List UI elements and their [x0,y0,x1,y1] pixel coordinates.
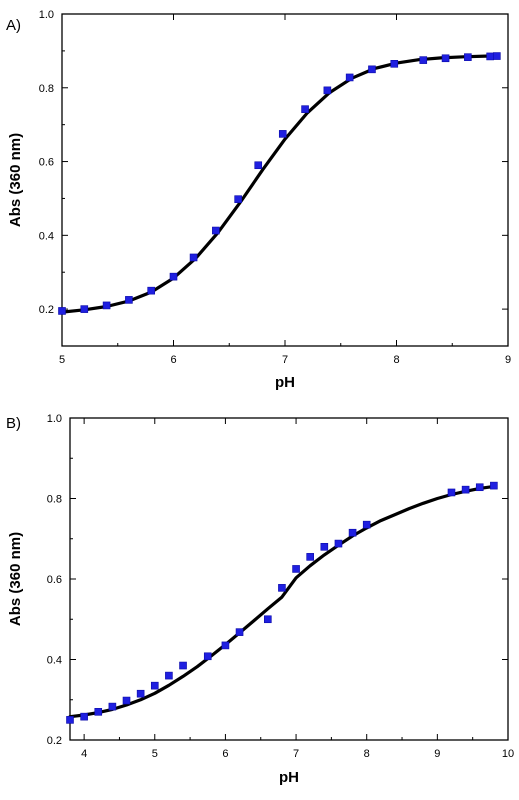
data-point [441,54,450,63]
data-point [419,56,428,64]
data-point [122,696,131,705]
data-point [493,52,501,60]
x-tick-label: 6 [170,354,176,366]
data-point [80,305,89,313]
y-tick-label: 0.4 [47,655,62,667]
y-tick-label: 1.0 [39,9,54,21]
data-point [264,615,272,624]
data-point [306,553,314,561]
y-tick-label: 0.2 [39,304,54,316]
y-axis-title: Abs (360 nm) [7,532,24,626]
y-tick-label: 0.4 [39,230,54,242]
x-tick-label: 9 [434,748,440,760]
data-point [203,652,212,661]
panel-a: 5 6 7 8 9 0.2 0.4 0.6 0.8 1.0 A) pH Abs (360 nm) [6,9,511,391]
data-point [80,712,88,721]
fit-curve [60,54,499,314]
data-point [58,307,66,315]
x-tick-label: 7 [293,748,299,760]
data-point [136,689,145,698]
x-tick-label: 5 [59,354,65,366]
data-point [234,195,242,203]
panel-label: B) [6,415,21,432]
data-point [150,681,159,690]
data-point [278,130,287,138]
x-tick-label: 10 [502,748,514,760]
data-point [486,52,494,61]
x-tick-label: 8 [393,354,399,366]
data-point [221,641,230,650]
data-point [464,53,472,61]
data-point [362,520,371,529]
y-tick-label: 0.8 [47,494,62,506]
data-point [189,253,198,262]
data-point [108,702,117,711]
y-tick-label: 0.6 [39,157,54,169]
data-point [447,488,456,497]
data-point [320,542,329,551]
data-point [301,105,309,113]
data-point [179,661,187,670]
panel-b: 4 5 6 7 8 9 10 0.2 0.4 0.6 0.8 1.0 B) pH Abs (360 nm) [6,413,514,786]
x-tick-label: 5 [152,748,158,760]
data-point [235,628,244,636]
y-tick-label: 0.8 [39,83,54,95]
x-axis-title: pH [275,374,295,391]
y-tick-label: 0.2 [47,735,62,747]
data-point [125,296,133,304]
y-tick-label: 1.0 [47,413,62,425]
data-point [475,483,484,492]
x-tick-label: 8 [364,748,370,760]
data-point [345,73,354,82]
y-tick-label: 0.6 [47,574,62,586]
data-point [165,671,173,680]
panel-label: A) [6,17,21,34]
y-axis-title: Abs (360 nm) [7,133,24,227]
fit-curve [68,484,496,719]
data-point [334,539,343,548]
data-point [348,528,357,537]
data-point [278,584,286,592]
x-axis-title: pH [279,769,299,786]
data-point [94,708,103,716]
data-point [66,716,74,724]
data-point [169,272,178,281]
data-point [102,301,111,310]
data-point [147,286,155,295]
data-point [212,226,220,235]
data-point [461,485,470,494]
data-point [390,59,399,68]
data-point [490,481,498,490]
x-tick-label: 7 [282,354,288,366]
data-point [254,161,263,170]
data-point [292,565,300,573]
x-tick-label: 6 [222,748,228,760]
plot-frame [69,417,509,741]
data-point [323,86,332,95]
data-point [368,65,376,74]
x-tick-label: 9 [505,354,511,366]
x-tick-label: 4 [81,748,87,760]
